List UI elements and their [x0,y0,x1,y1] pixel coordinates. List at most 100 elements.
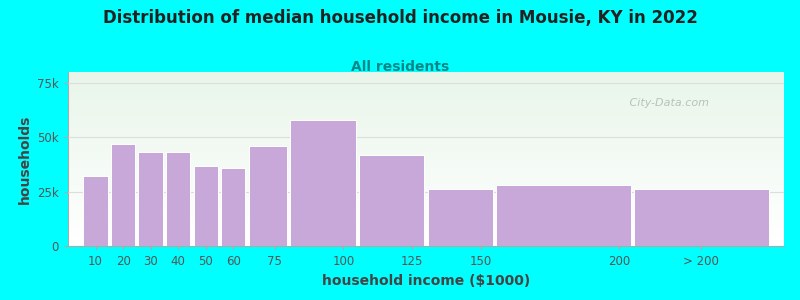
Bar [68,139,784,140]
Bar [68,125,784,127]
Bar [68,236,784,237]
Bar [68,226,784,227]
Bar [68,107,784,108]
Bar [68,214,784,215]
Bar [68,231,784,232]
Bar [166,152,190,246]
Bar [68,73,784,74]
Bar [68,135,784,136]
Bar [68,227,784,229]
Bar [68,186,784,187]
Bar [68,118,784,120]
Bar [68,131,784,132]
Bar [68,188,784,189]
Bar [68,210,784,211]
Bar [68,143,784,144]
Bar [68,239,784,240]
Bar [68,216,784,217]
Text: All residents: All residents [351,60,449,74]
Bar [68,124,784,125]
Bar [68,76,784,78]
Bar [68,207,784,208]
Bar [68,168,784,169]
Bar [68,127,784,128]
Bar [68,102,784,103]
Bar [68,129,784,130]
Bar [68,233,784,234]
Bar [68,208,784,209]
Bar [68,142,784,143]
Bar [249,146,286,246]
Bar [68,209,784,210]
Bar [68,86,784,87]
Bar [290,120,355,246]
Bar [68,138,784,139]
Bar [68,167,784,168]
Bar [68,201,784,202]
Bar [68,93,784,94]
Bar [68,202,784,203]
Bar [68,140,784,142]
Bar [68,229,784,230]
Bar [68,164,784,165]
Bar [68,175,784,176]
Bar [68,92,784,93]
Bar [68,137,784,138]
Bar [68,95,784,96]
Bar [83,176,108,246]
Bar [68,96,784,98]
Bar [68,74,784,76]
Bar [68,232,784,233]
Bar [68,91,784,92]
Bar [68,211,784,212]
Bar [68,223,784,224]
Bar [68,165,784,166]
Bar [68,72,784,73]
Text: City-Data.com: City-Data.com [626,98,710,108]
Bar [68,151,784,152]
Bar [68,176,784,178]
Bar [68,194,784,195]
Bar [221,168,246,246]
Bar [68,145,784,146]
Bar [68,144,784,145]
Text: Distribution of median household income in Mousie, KY in 2022: Distribution of median household income … [102,9,698,27]
Bar [68,187,784,188]
X-axis label: household income ($1000): household income ($1000) [322,274,530,288]
Bar [68,240,784,242]
Bar [68,115,784,116]
Y-axis label: households: households [18,114,32,204]
Bar [68,100,784,101]
Bar [68,99,784,100]
Bar [68,146,784,147]
Bar [68,88,784,89]
Bar [68,121,784,122]
Bar [359,154,424,246]
Bar [68,153,784,154]
Bar [68,244,784,245]
Bar [68,200,784,201]
Bar [68,134,784,135]
Bar [68,85,784,86]
Bar [68,219,784,220]
Bar [68,183,784,184]
Bar [68,161,784,163]
Bar [68,101,784,102]
Bar [68,181,784,182]
Bar [68,154,784,155]
Bar [68,136,784,137]
Bar [68,225,784,226]
Bar [68,116,784,117]
Bar [68,148,784,150]
Bar [634,190,769,246]
Bar [68,189,784,190]
Bar [68,108,784,109]
Bar [68,147,784,148]
Bar [68,212,784,214]
Bar [68,218,784,219]
Bar [68,197,784,198]
Bar [68,111,784,112]
Bar [68,166,784,167]
Bar [68,120,784,121]
Bar [68,204,784,206]
